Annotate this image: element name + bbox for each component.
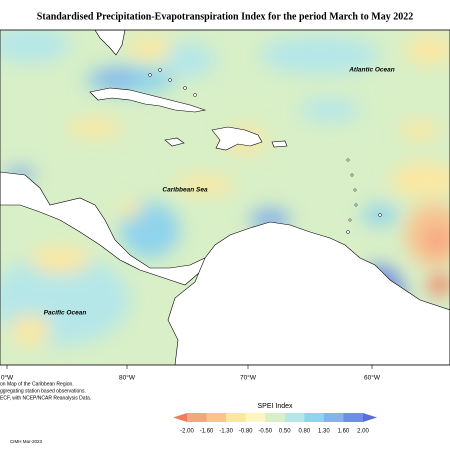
legend-label: -1.60: [200, 429, 214, 435]
colorbar-segment: [343, 413, 364, 422]
colorbar-segment: [265, 413, 286, 422]
footnote: on Map of the Caribbean Region.ggregatin…: [0, 381, 91, 401]
ocean-label: Atlantic Ocean: [348, 67, 395, 74]
longitude-label: 70°W: [240, 374, 257, 382]
colorbar-segment: [284, 413, 305, 422]
colorbar-arrow: [173, 413, 187, 422]
footnote-line: on Map of the Caribbean Region.: [0, 381, 74, 387]
legend-label: 0.80: [298, 429, 310, 435]
map: Atlantic Ocean Caribbean Sea Pacific Oce…: [0, 30, 450, 365]
longitude-axis: 0°W 80°W 70°W 60°W: [1, 365, 381, 382]
legend-label: -0.80: [239, 429, 253, 435]
legend-label: 1.30: [318, 429, 330, 435]
map-frame: [0, 29, 450, 366]
legend-title: SPEI Index: [257, 403, 293, 410]
ocean-label: Pacific Ocean: [44, 310, 87, 317]
credit: CIMH Mar-2023: [10, 439, 43, 444]
legend-label: -0.50: [258, 429, 272, 435]
longitude-label: 80°W: [119, 374, 136, 382]
longitude-label: 60°W: [364, 374, 381, 382]
legend-label: -2.00: [180, 429, 194, 435]
legend-label: 0.50: [279, 429, 291, 435]
legend: -2.00 -1.60 -1.30 -0.80 -0.50 0.50 0.80 1.30 1.6…: [173, 413, 377, 435]
longitude-label: 0°W: [1, 374, 14, 382]
legend-label: 1.60: [338, 429, 350, 435]
title: Standardised Precipitation-Evapotranspir…: [37, 11, 413, 22]
colorbar-segment: [226, 413, 246, 422]
colorbar-arrow: [363, 413, 377, 422]
colorbar-segment: [323, 413, 344, 422]
footnote-line: ggregating station based observations.: [0, 388, 86, 394]
legend-label: -1.30: [219, 429, 233, 435]
ocean-label: Caribbean Sea: [162, 187, 208, 194]
colorbar-segment: [187, 413, 207, 422]
footnote-line: ECF, with NCEP/NCAR Reanalysis Data.: [0, 395, 91, 401]
colorbar-segment: [206, 413, 227, 422]
coastlines: [0, 30, 450, 365]
colorbar-segment: [304, 413, 325, 422]
legend-label: 2.00: [357, 429, 369, 435]
colorbar-segment: [245, 413, 266, 422]
